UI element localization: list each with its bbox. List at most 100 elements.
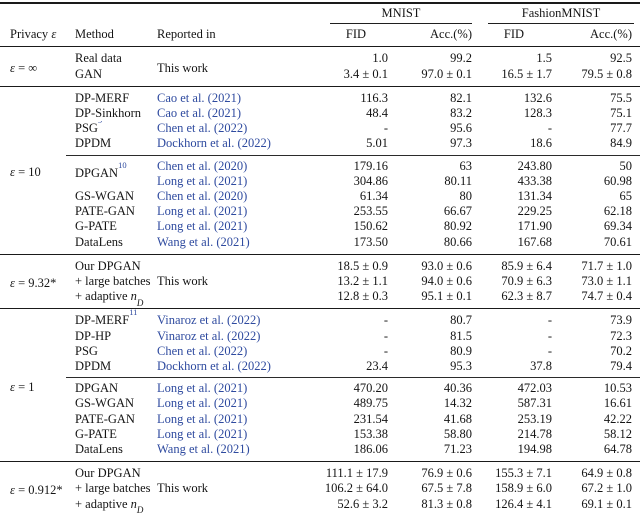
fashionmnist-fid-value: 155.3 ± 7.1 bbox=[474, 461, 554, 482]
fashionmnist-acc-value: 62.18 bbox=[603, 204, 633, 219]
method-cell: GS-WGAN bbox=[75, 396, 135, 411]
header-privacy: Privacy ε bbox=[0, 24, 66, 48]
method-cell: DP-MERF11 bbox=[66, 308, 152, 329]
citation-link[interactable]: Dockhorn et al. (2022) bbox=[157, 136, 271, 151]
citation-link[interactable]: Long et al. (2021) bbox=[157, 381, 248, 396]
citation-link[interactable]: Long et al. (2021) bbox=[157, 411, 248, 426]
method-cell: DataLens bbox=[75, 234, 123, 249]
fashionmnist-fid-value: 433.38 bbox=[517, 173, 552, 188]
fashionmnist-acc-value: 75.1 bbox=[610, 106, 633, 121]
mnist-acc-value: 76.9 ± 0.6 bbox=[390, 461, 474, 482]
citation-link[interactable]: Vinaroz et al. (2022) bbox=[157, 313, 261, 328]
fashionmnist-fid-value: - bbox=[474, 308, 554, 329]
mnist-acc-value: 83.2 bbox=[450, 106, 472, 121]
method-cell: + adaptive nD bbox=[75, 289, 144, 308]
method-cell: DPGAN bbox=[66, 377, 152, 397]
method-cell: + large batches bbox=[75, 481, 151, 496]
table-row: ε = 10 DP-MERF Cao et al. (2021) 116.3 82.1 1… bbox=[0, 85, 640, 255]
mnist-fid-value: 18.5 ± 0.9 bbox=[322, 253, 390, 275]
mnist-acc-value: 58.80 bbox=[443, 426, 472, 441]
mnist-acc-value: 82.1 bbox=[390, 85, 474, 107]
citation-link[interactable]: Cao et al. (2021) bbox=[157, 90, 242, 105]
citation-link[interactable]: Long et al. (2021) bbox=[157, 219, 248, 234]
privacy-cell: ε = 9.32* bbox=[0, 253, 66, 309]
method-cell: + large batches bbox=[75, 274, 151, 289]
method-cell: Our DPGAN bbox=[66, 461, 152, 482]
fashionmnist-fid-value: - bbox=[547, 328, 552, 343]
mnist-acc-value: 80.66 bbox=[443, 234, 472, 249]
mnist-fid-value: 48.4 bbox=[366, 106, 388, 121]
table-row: PATE-GAN Long et al. (2021) 231.54 41.68 253… bbox=[0, 412, 640, 427]
table-row: ε = ∞ Real data This work 1.0 99.2 1.5 92.5 bbox=[0, 47, 640, 75]
citation-link[interactable]: Long et al. (2021) bbox=[157, 426, 248, 441]
fashionmnist-fid-value: 37.8 bbox=[530, 359, 552, 374]
reported-cell: Dockhorn et al. (2022) bbox=[152, 359, 322, 378]
header-spacer bbox=[0, 3, 322, 24]
method-cell: DPGAN10 bbox=[66, 154, 152, 190]
fashionmnist-acc-value: 73.9 bbox=[554, 308, 640, 329]
mnist-fid-value: 179.16 bbox=[322, 154, 390, 174]
fashionmnist-fid-value: 171.90 bbox=[517, 219, 552, 234]
table-row: G-PATE Long et al. (2021) 150.62 80.92 171.9… bbox=[0, 219, 640, 234]
citation-link[interactable]: Wang et al. (2021) bbox=[157, 234, 250, 249]
fashionmnist-fid-value: 131.34 bbox=[517, 189, 552, 204]
footnote-ref[interactable]: 10 bbox=[118, 160, 127, 171]
citation-link[interactable]: Vinaroz et al. (2022) bbox=[157, 328, 261, 343]
fashionmnist-fid-value: 167.68 bbox=[517, 234, 552, 249]
citation-link[interactable]: Wang et al. (2021) bbox=[157, 442, 250, 457]
reported-cell: Chen et al. (2020) bbox=[152, 189, 322, 204]
method-cell: GAN bbox=[75, 66, 103, 81]
citation-link[interactable]: Long et al. (2021) bbox=[157, 396, 248, 411]
header-method: Method bbox=[66, 24, 152, 48]
citation-link[interactable]: Long et al. (2021) bbox=[157, 204, 248, 219]
mnist-fid-value: 52.6 ± 3.2 bbox=[337, 496, 388, 511]
citation-link[interactable]: Chen et al. (2020) bbox=[157, 158, 248, 173]
reported-cell: Wang et al. (2021) bbox=[152, 442, 322, 462]
mnist-acc-value: 67.5 ± 7.8 bbox=[421, 481, 472, 496]
citation-link[interactable]: Chen et al. (2022) bbox=[157, 343, 248, 358]
mnist-fid-value: 1.0 bbox=[372, 51, 388, 66]
table-row: DPGAN10 Chen et al. (2020) 179.16 63 243.80 5… bbox=[0, 154, 640, 190]
mnist-acc-value: 95.3 bbox=[450, 359, 472, 374]
column-group-mnist: MNIST bbox=[322, 3, 474, 25]
reported-cell: Wang et al. (2021) bbox=[152, 235, 322, 255]
fashionmnist-fid-value: 70.9 ± 6.3 bbox=[501, 274, 552, 289]
fashionmnist-fid-value: 243.80 bbox=[474, 154, 554, 174]
method-cell: PSG9 bbox=[66, 121, 152, 136]
citation-link[interactable]: Chen et al. (2022) bbox=[157, 121, 248, 136]
mnist-fid-value: 304.86 bbox=[353, 173, 388, 188]
fashionmnist-acc-value: 74.7 ± 0.4 bbox=[581, 289, 633, 304]
fashionmnist-acc-value: 77.7 bbox=[610, 121, 633, 136]
reported-cell: Cao et al. (2021) bbox=[152, 85, 322, 107]
fashionmnist-fid-value: 1.5 bbox=[536, 51, 552, 66]
mnist-fid-value: 12.8 ± 0.3 bbox=[337, 289, 388, 304]
reported-cell: Cao et al. (2021) bbox=[152, 106, 322, 121]
method-cell: DPDM bbox=[75, 359, 112, 374]
citation-link[interactable]: Dockhorn et al. (2022) bbox=[157, 359, 271, 374]
fashionmnist-acc-value: 69.1 ± 0.1 bbox=[581, 496, 633, 511]
method-cell: DP-MERF bbox=[66, 85, 152, 107]
table-row: + adaptive nD 52.6 ± 3.2 81.3 ± 0.8 126.4 ±… bbox=[0, 497, 640, 515]
table-row: GAN 3.4 ± 0.1 97.0 ± 0.1 16.5 ± 1.7 79.5 ± 0… bbox=[0, 67, 640, 87]
citation-link[interactable]: Chen et al. (2020) bbox=[157, 189, 248, 204]
fashionmnist-fid-value: 16.5 ± 1.7 bbox=[501, 66, 552, 81]
citation-link[interactable]: Cao et al. (2021) bbox=[157, 106, 242, 121]
table-row: ε = 0.912* Our DPGAN 111.1 ± 17.9 76.9 ± 0.… bbox=[0, 461, 640, 515]
citation-link[interactable]: Long et al. (2021) bbox=[157, 173, 248, 188]
dataset-group-row: MNIST FashionMNIST bbox=[0, 3, 640, 25]
math-subscript: D bbox=[136, 297, 144, 308]
header-mnist-fid: FID bbox=[322, 24, 390, 48]
fashionmnist-acc-value: 64.78 bbox=[603, 442, 633, 457]
table-row: PSG9 Chen et al. (2022) - 95.6 - 77.7 bbox=[0, 121, 640, 136]
fashionmnist-fid-value: 18.6 bbox=[530, 136, 552, 151]
method-cell: PATE-GAN bbox=[75, 411, 135, 426]
method-cell: GS-WGAN bbox=[75, 189, 135, 204]
mnist-acc-value: 81.5 bbox=[450, 328, 472, 343]
mnist-acc-value: 81.3 ± 0.8 bbox=[421, 496, 472, 511]
footnote-ref[interactable]: 9 bbox=[98, 121, 102, 125]
fashionmnist-fid-value: 194.98 bbox=[517, 442, 552, 457]
column-group-fashionmnist: FashionMNIST bbox=[474, 3, 640, 25]
mnist-acc-value: 80.92 bbox=[443, 219, 472, 234]
reported-cell bbox=[152, 497, 322, 515]
footnote-ref[interactable]: 11 bbox=[129, 308, 138, 318]
